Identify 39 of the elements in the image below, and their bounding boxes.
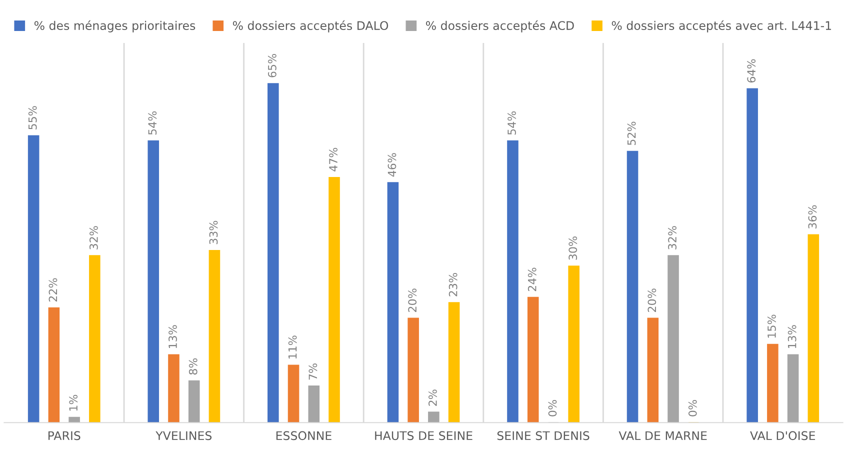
x-tick-label: YVELINES [156, 431, 212, 440]
data-label: 20% [408, 288, 417, 312]
data-label: 36% [808, 205, 817, 228]
data-label: 32% [89, 226, 98, 250]
legend-label: % des ménages prioritaires [34, 20, 196, 32]
data-label: 0% [688, 400, 697, 416]
data-label: 46% [388, 153, 396, 177]
data-label: 22% [48, 278, 58, 302]
data-label: 55% [28, 106, 37, 130]
data-label: 13% [168, 325, 177, 348]
data-label: 23% [448, 273, 458, 296]
data-label: 15% [768, 314, 776, 338]
data-label: 54% [508, 111, 516, 135]
data-label: 8% [188, 358, 198, 375]
data-label: 54% [148, 111, 157, 135]
x-tick-label: VAL DE MARNE [618, 431, 707, 440]
data-label: 20% [648, 288, 656, 312]
data-label: 64% [747, 59, 756, 83]
data-label: 2% [428, 390, 437, 406]
x-tick-label: ESSONNE [276, 431, 332, 440]
legend-label: % dossiers acceptés avec art. L441-1 [612, 20, 831, 32]
data-label: 24% [528, 268, 536, 292]
data-label: 47% [329, 148, 338, 172]
data-label: 33% [209, 220, 218, 244]
legend-label: % dossiers acceptés DALO [232, 20, 388, 32]
data-label: 32% [668, 226, 676, 250]
data-label: 65% [268, 54, 276, 78]
data-label: 0% [548, 400, 557, 416]
data-label: 7% [308, 364, 318, 380]
data-label: 30% [568, 236, 578, 260]
legend-label: % dossiers acceptés ACD [426, 20, 574, 32]
data-label: 52% [627, 122, 636, 146]
x-tick-label: PARIS [48, 431, 80, 440]
data-label: 1% [69, 394, 78, 411]
x-tick-label: SEINE ST DENIS [497, 431, 590, 440]
x-tick-label: HAUTS DE SEINE [375, 431, 472, 440]
x-tick-label: VAL D'OISE [750, 431, 816, 440]
data-label: 13% [788, 325, 796, 348]
data-label: 11% [288, 336, 297, 358]
